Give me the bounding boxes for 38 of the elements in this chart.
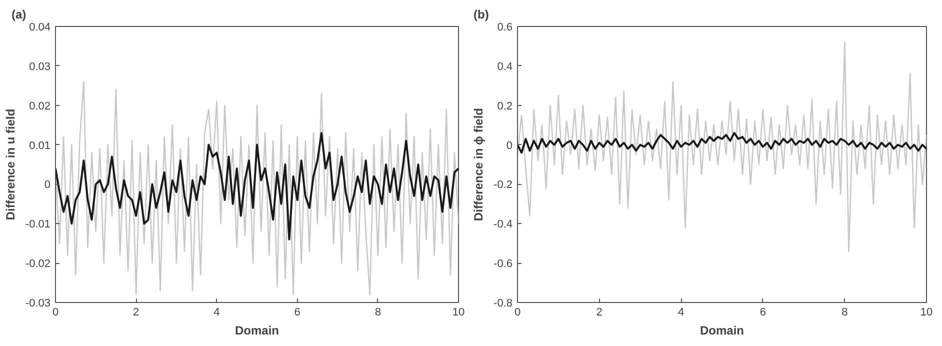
line-series: [518, 42, 926, 252]
x-tick-label: 0: [52, 306, 59, 318]
y-tick-label: 0.2: [497, 100, 513, 112]
x-tick-label: 4: [214, 306, 220, 318]
chart-title: (b): [474, 8, 489, 22]
x-tick-label: 4: [678, 306, 684, 318]
x-tick-label: 6: [760, 306, 766, 318]
x-tick-label: 10: [452, 306, 465, 318]
y-tick-label: -0.8: [494, 298, 513, 310]
y-tick-label: 0.02: [29, 100, 51, 112]
y-tick-label: -0.4: [494, 218, 513, 231]
x-axis-title: Domain: [235, 324, 280, 338]
y-axis-title: Difference in ϕ field: [472, 108, 486, 222]
y-tick-label: -0.03: [25, 298, 51, 310]
y-tick-label: 0.4: [497, 60, 513, 73]
y-axis-title: Difference in u field: [3, 108, 18, 220]
y-tick-label: 0: [44, 179, 51, 192]
x-tick-label: 10: [920, 306, 933, 318]
y-tick-label: 0.01: [29, 140, 51, 152]
y-tick-label: 0.04: [29, 22, 51, 34]
y-tick-label: -0.6: [494, 258, 513, 270]
y-tick-label: 0: [506, 140, 513, 152]
x-axis-title: Domain: [700, 324, 744, 338]
y-tick-label: 0.6: [497, 22, 513, 34]
line-series: [56, 132, 458, 240]
line-series: [518, 132, 926, 154]
x-tick-label: 2: [596, 306, 602, 318]
x-tick-label: 6: [294, 306, 300, 318]
line-series: [56, 81, 458, 296]
y-tick-label: 0.03: [29, 60, 51, 73]
x-tick-label: 8: [374, 306, 381, 318]
y-tick-label: -0.01: [25, 218, 51, 231]
chart-title: (a): [12, 8, 26, 22]
x-tick-label: 0: [514, 306, 521, 318]
y-tick-label: -0.02: [25, 258, 51, 270]
x-tick-label: 2: [133, 306, 140, 318]
x-tick-label: 8: [842, 306, 848, 318]
y-tick-label: -0.2: [494, 179, 513, 192]
